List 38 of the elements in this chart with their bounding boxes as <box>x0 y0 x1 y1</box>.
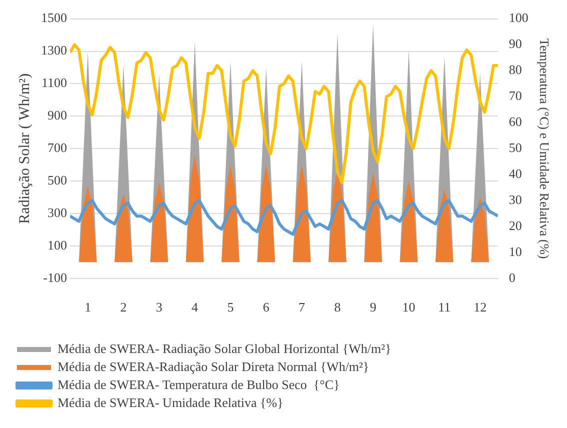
x-tick-label: 4 <box>192 300 199 315</box>
x-tick-label: 9 <box>370 300 376 315</box>
legend-label: Média de SWERA- Umidade Relativa {%} <box>58 394 284 410</box>
y2-tick-label: 0 <box>508 270 516 285</box>
x-tick-label: 11 <box>438 300 451 315</box>
y-tick-label: 1100 <box>41 75 67 90</box>
legend-label: Média de SWERA-Radiação Solar Direta Normal {Wh/m²} <box>58 358 370 374</box>
y2-tick-label: 50 <box>508 140 522 156</box>
x-tick-label: 3 <box>156 300 162 315</box>
y2-tick-label: 60 <box>508 114 522 130</box>
y2-tick-label: 100 <box>508 10 528 26</box>
y-tick-label: 900 <box>48 108 67 123</box>
y2-axis-title: Temperatura (°C) e Umidade Relativa (%) <box>536 38 552 259</box>
legend-label: Média de SWERA- Radiação Solar Global Horizontal {Wh/m²} <box>58 340 392 356</box>
x-tick-label: 5 <box>227 300 234 315</box>
y2-tick-label: 90 <box>508 36 522 52</box>
legend-label: Média de SWERA- Temperatura de Bulbo Seco {°C} <box>58 376 340 392</box>
x-tick-label: 2 <box>120 300 127 315</box>
y-tick-label: 1300 <box>41 42 67 58</box>
x-tick-label: 1 <box>84 300 92 315</box>
x-tick-label: 8 <box>334 300 341 315</box>
y-axis-title: Radiação Solar ( Wh/m²) <box>16 73 33 224</box>
y-tick-label: 100 <box>48 237 67 252</box>
y-tick-label: -100 <box>43 270 67 285</box>
y-tick-label: 1500 <box>41 10 67 26</box>
x-tick-label: 12 <box>474 300 487 315</box>
y2-tick-label: 80 <box>508 62 522 78</box>
x-tick-label: 7 <box>298 300 306 315</box>
y2-tick-label: 40 <box>508 166 522 181</box>
y2-tick-label: 70 <box>508 88 522 104</box>
y-tick-label: 700 <box>48 140 67 156</box>
x-tick-label: 10 <box>402 300 416 315</box>
y2-tick-label: 20 <box>508 218 522 233</box>
y-tick-label: 500 <box>48 172 67 188</box>
y-tick-label: 300 <box>48 204 67 220</box>
y2-tick-label: 10 <box>508 244 522 259</box>
y2-tick-label: 30 <box>508 192 522 207</box>
x-tick-label: 6 <box>262 300 270 315</box>
